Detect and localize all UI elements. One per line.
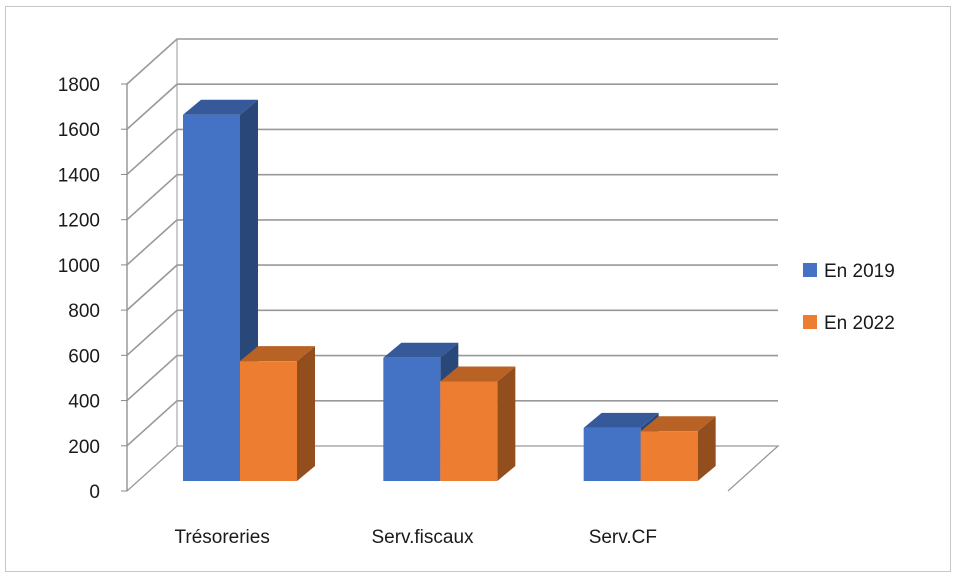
gridline xyxy=(126,38,778,85)
x-category-label: Trésoreries xyxy=(174,527,269,548)
bar-top-face xyxy=(183,99,258,115)
bar-front-face xyxy=(583,427,641,481)
bars xyxy=(183,99,716,481)
y-tick-label: 1200 xyxy=(58,211,100,232)
x-category-label: Serv.CF xyxy=(589,527,657,548)
y-tick-label: 600 xyxy=(68,346,100,367)
gridline xyxy=(126,219,778,266)
gridline xyxy=(126,128,778,176)
gridline xyxy=(126,83,778,130)
y-tick-label: 1000 xyxy=(58,256,100,277)
bar-0-1 xyxy=(240,346,315,481)
bar-front-face xyxy=(383,357,441,481)
bar-2-1 xyxy=(640,416,716,481)
legend: En 2019 En 2022 xyxy=(803,261,895,334)
gridline xyxy=(126,173,778,221)
x-axis-category-labels: Trésoreries Serv.fiscaux Serv.CF xyxy=(174,527,656,548)
legend-swatch xyxy=(803,263,817,277)
gridline xyxy=(126,309,778,356)
bar-top-face xyxy=(640,416,716,432)
bar-top-face xyxy=(440,366,516,382)
gridline xyxy=(126,354,778,402)
y-tick-label: 200 xyxy=(68,437,100,458)
gridlines xyxy=(126,38,778,447)
bar-side-face xyxy=(297,346,315,481)
bar-side-face xyxy=(697,416,716,481)
bar-front-face xyxy=(640,431,698,481)
bar-top-face xyxy=(383,342,459,358)
y-axis-tick-labels: 0 200 400 600 800 1000 1200 1400 1600 1800 xyxy=(58,75,127,503)
y-tick-label: 1800 xyxy=(58,75,100,96)
chart-frame xyxy=(5,6,951,572)
bar-1-1 xyxy=(440,366,516,481)
y-tick-label: 1400 xyxy=(58,165,100,186)
x-category-label: Serv.fiscaux xyxy=(371,527,474,548)
bar-front-face xyxy=(240,361,297,481)
y-tick-label: 800 xyxy=(68,301,100,322)
bar-side-face xyxy=(497,366,516,481)
y-tick-label: 400 xyxy=(68,392,100,413)
legend-swatch xyxy=(803,315,817,329)
gridline xyxy=(126,264,778,311)
bar-top-face xyxy=(240,346,315,362)
y-tick-label: 1600 xyxy=(58,120,100,141)
bar-top-face xyxy=(583,412,659,428)
bar-front-face xyxy=(183,114,240,481)
y-tick-label: 0 xyxy=(89,482,100,503)
bar-front-face xyxy=(440,381,498,481)
legend-label: En 2019 xyxy=(824,261,895,282)
legend-label: En 2022 xyxy=(824,313,895,334)
gridline xyxy=(126,399,778,447)
